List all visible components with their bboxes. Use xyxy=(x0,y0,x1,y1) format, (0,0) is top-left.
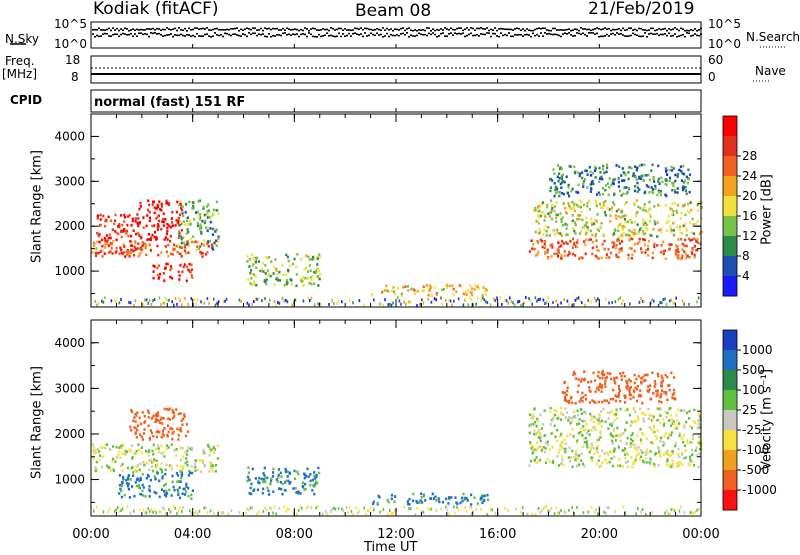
cpid-label: CPID xyxy=(10,93,43,107)
echo-region xyxy=(533,199,703,238)
velocity-colorbar-label: Velocity [m s⁻¹] xyxy=(759,369,775,470)
x-tick-label: 00:00 xyxy=(682,527,719,542)
echo-region xyxy=(152,262,194,283)
freq-right-tick-bottom: 0 xyxy=(708,70,716,84)
colorbar-tick-label: 20 xyxy=(742,189,757,203)
sky-left-label: N.Sky xyxy=(5,32,40,46)
y-tick-label: 2000 xyxy=(54,427,85,441)
x-tick-label: 12:00 xyxy=(377,527,414,542)
sky-right-label: N.Search xyxy=(746,30,800,44)
colorbar-segment xyxy=(723,256,737,277)
freq-left-tick-top: 18 xyxy=(65,53,81,67)
echo-region xyxy=(91,443,220,473)
echo-region xyxy=(96,213,144,255)
colorbar-tick-label: 4 xyxy=(742,269,750,283)
colorbar-segment xyxy=(723,236,737,257)
freq-left-label: Freq. xyxy=(5,54,35,68)
colorbar-tick-label: -500 xyxy=(742,463,769,477)
colorbar-tick-label: 25 xyxy=(742,403,757,417)
colorbar-segment xyxy=(723,156,737,177)
echo-region xyxy=(129,407,190,441)
cpid-mode: normal (fast) 151 RF xyxy=(94,95,246,110)
echo-region xyxy=(177,199,220,252)
freq-left-unit: [MHz] xyxy=(2,67,38,81)
date-title: 21/Feb/2019 xyxy=(588,0,695,19)
velocity-ylabel: Slant Range [km] xyxy=(29,366,45,479)
colorbar-tick-label: 12 xyxy=(742,229,757,243)
near-range-scatter xyxy=(94,296,700,307)
velocity-colorbar: 1000 500 100 25 -25 -100 -500 -1000 xyxy=(722,329,777,511)
station-title: Kodiak (fitACF) xyxy=(93,0,219,19)
colorbar-segment xyxy=(723,216,737,237)
colorbar-tick-label: 8 xyxy=(742,249,750,263)
colorbar-tick-label: -25 xyxy=(742,423,762,437)
y-tick-label: 4000 xyxy=(54,129,85,143)
velocity-panel: 1000 2000 3000 4000 00:00 04:00 08:00 12:00 16:0… xyxy=(54,319,720,542)
sky-left-tick-top: 10^5 xyxy=(54,17,87,31)
echo-region xyxy=(370,283,488,297)
colorbar-segment xyxy=(723,330,737,351)
x-tick-label: 04:00 xyxy=(174,527,211,542)
colorbar-tick-label: 28 xyxy=(742,149,757,163)
echo-region xyxy=(561,370,677,405)
colorbar-tick-label: 1000 xyxy=(742,343,773,357)
colorbar-tick-label: 24 xyxy=(742,169,757,183)
colorbar-tick-label: 500 xyxy=(742,363,765,377)
echo-region xyxy=(91,239,214,258)
freq-left-tick-bottom: 8 xyxy=(71,70,79,84)
echo-region xyxy=(528,237,702,261)
colorbar-segment xyxy=(723,450,737,471)
sky-right-tick-top: 10^5 xyxy=(708,17,741,31)
echo-region xyxy=(246,253,322,288)
y-tick-label: 1000 xyxy=(54,264,85,278)
y-tick-label: 3000 xyxy=(54,381,85,395)
power-colorbar: 4 8 12 16 20 24 28 xyxy=(722,115,757,297)
x-tick-label: 20:00 xyxy=(581,527,618,542)
sky-right-tick-bottom: 10^0 xyxy=(708,37,741,51)
x-tick-label: 00:00 xyxy=(72,527,109,542)
echo-region xyxy=(548,163,692,198)
beam-title: Beam 08 xyxy=(355,1,432,21)
echo-region xyxy=(246,466,321,496)
colorbar-segment xyxy=(723,116,737,137)
colorbar-segment xyxy=(723,390,737,411)
power-colorbar-label: Power [dB] xyxy=(759,174,775,245)
y-tick-label: 3000 xyxy=(54,174,85,188)
y-tick-label: 4000 xyxy=(54,336,85,350)
near-range-scatter xyxy=(93,505,700,516)
colorbar-tick-label: 100 xyxy=(742,383,765,397)
colorbar-segment xyxy=(723,196,737,217)
colorbar-segment xyxy=(723,136,737,157)
colorbar-segment xyxy=(723,490,737,511)
echo-region xyxy=(371,492,490,506)
x-tick-label: 08:00 xyxy=(276,527,313,542)
colorbar-segment xyxy=(723,350,737,371)
colorbar-tick-label: 16 xyxy=(742,209,757,223)
x-tick-label: 16:00 xyxy=(479,527,516,542)
sky-noise-trace xyxy=(92,27,702,38)
nave-label: Nave xyxy=(755,64,786,78)
colorbar-segment xyxy=(723,410,737,431)
freq-right-tick-top: 60 xyxy=(708,53,724,67)
echo-region xyxy=(118,470,194,500)
y-tick-label: 1000 xyxy=(54,473,85,487)
freq-panel-frame xyxy=(90,55,702,84)
y-tick-label: 2000 xyxy=(54,219,85,233)
colorbar-tick-label: -100 xyxy=(742,443,769,457)
colorbar-segment xyxy=(723,370,737,391)
sky-left-tick-bottom: 10^0 xyxy=(54,37,87,51)
colorbar-segment xyxy=(723,276,737,297)
x-axis-title: Time UT xyxy=(364,540,418,555)
echo-region xyxy=(528,406,703,469)
frequency-trace xyxy=(91,67,701,75)
power-panel: 1000 2000 3000 4000 xyxy=(54,113,703,308)
power-ylabel: Slant Range [km] xyxy=(29,150,45,263)
echo-region xyxy=(137,199,184,241)
colorbar-segment xyxy=(723,430,737,451)
colorbar-tick-label: -1000 xyxy=(742,483,777,497)
colorbar-segment xyxy=(723,176,737,197)
colorbar-segment xyxy=(723,470,737,491)
